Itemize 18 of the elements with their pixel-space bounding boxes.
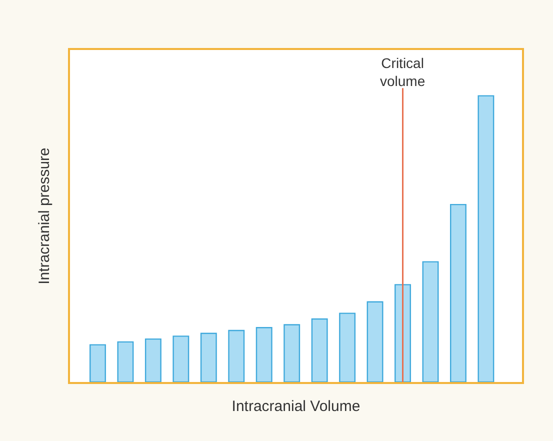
bar — [90, 344, 106, 382]
y-axis-title: Intracranial pressure — [36, 148, 53, 284]
bar — [478, 95, 494, 382]
x-axis-title: Intracranial Volume — [232, 398, 360, 415]
bar — [228, 330, 245, 382]
bar — [311, 318, 328, 382]
bar — [394, 284, 411, 382]
bar — [422, 261, 439, 382]
bar — [144, 338, 162, 382]
bar — [256, 327, 272, 382]
bar — [339, 312, 356, 382]
bar — [117, 341, 134, 382]
bar — [366, 301, 384, 382]
bar — [450, 204, 466, 382]
bar — [284, 324, 300, 382]
bar — [172, 336, 190, 382]
text: Critical volume — [380, 55, 426, 90]
bar — [200, 332, 217, 382]
